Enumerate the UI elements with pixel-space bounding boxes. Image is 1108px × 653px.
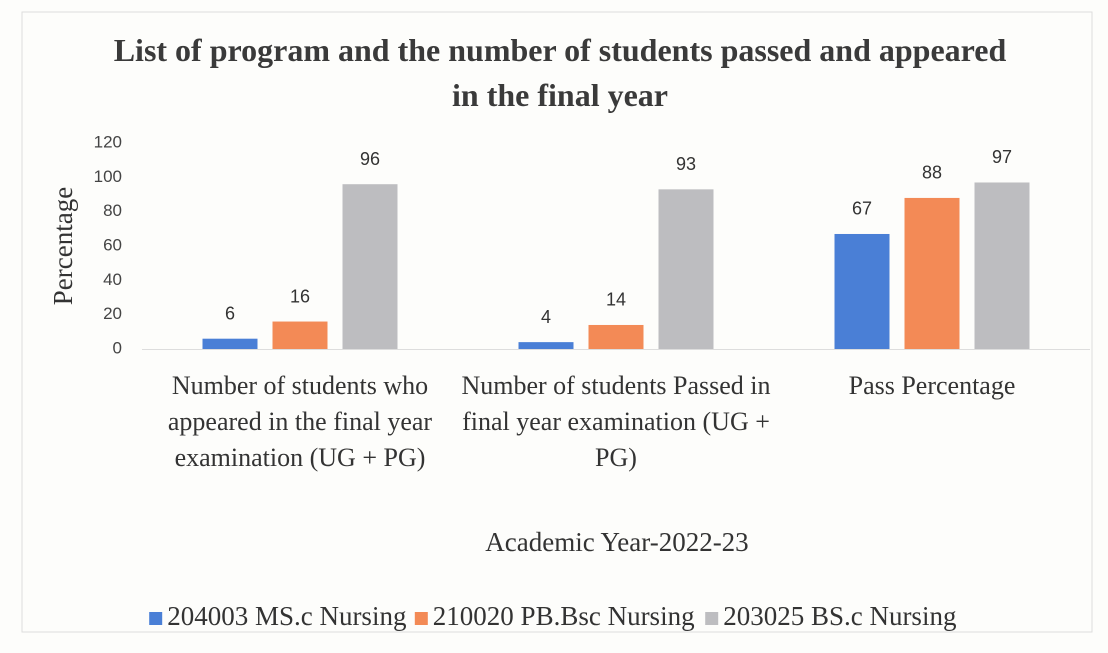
bar: [658, 189, 714, 349]
data-label: 88: [922, 163, 942, 183]
data-label: 4: [541, 307, 551, 327]
y-tick-label: 0: [113, 338, 122, 357]
title-box: List of program and the number of studen…: [113, 32, 1007, 113]
legend-label: 203025 BS.c Nursing: [723, 601, 956, 631]
bar: [202, 338, 258, 349]
x-tick-box: Pass Percentage: [848, 371, 1016, 400]
legend-label: 210020 PB.Bsc Nursing: [433, 601, 695, 631]
y-tick-label: 120: [94, 132, 122, 151]
bar: [904, 197, 960, 349]
data-label: 96: [360, 149, 380, 169]
legend-swatch: [705, 612, 719, 625]
data-label: 97: [992, 147, 1012, 167]
data-label: 16: [290, 286, 310, 306]
data-label: 6: [225, 303, 235, 323]
x-tick-box: Number of students Passed in final year …: [461, 371, 771, 472]
bar: [974, 182, 1030, 349]
legend-swatch: [149, 612, 163, 625]
y-tick-label: 80: [103, 201, 122, 220]
bar: [588, 324, 644, 349]
x-tick-box: Number of students who appeared in the f…: [167, 371, 433, 472]
bar: [342, 184, 398, 349]
y-tick-label: 20: [103, 304, 122, 323]
y-tick-label: 60: [103, 235, 122, 254]
y-tick-label: 100: [94, 167, 122, 186]
x-tick-label: Number of students who appeared in the f…: [167, 371, 433, 472]
legend-swatch: [414, 612, 428, 625]
x-tick-label: Number of students Passed in final year …: [461, 371, 771, 472]
y-axis-title: Percentage: [48, 187, 78, 305]
legend-label: 204003 MS.c Nursing: [167, 601, 406, 631]
bar: [834, 233, 890, 349]
bar: [518, 342, 574, 349]
x-axis-title: Academic Year-2022-23: [485, 527, 748, 557]
data-label: 14: [606, 290, 626, 310]
chart-frame: [21, 11, 1093, 633]
data-label: 67: [852, 199, 872, 219]
data-label: 93: [676, 154, 696, 174]
bar: [272, 321, 328, 349]
y-tick-label: 40: [103, 270, 122, 289]
chart-title: List of program and the number of studen…: [113, 32, 1007, 113]
x-tick-label: Pass Percentage: [848, 371, 1016, 400]
